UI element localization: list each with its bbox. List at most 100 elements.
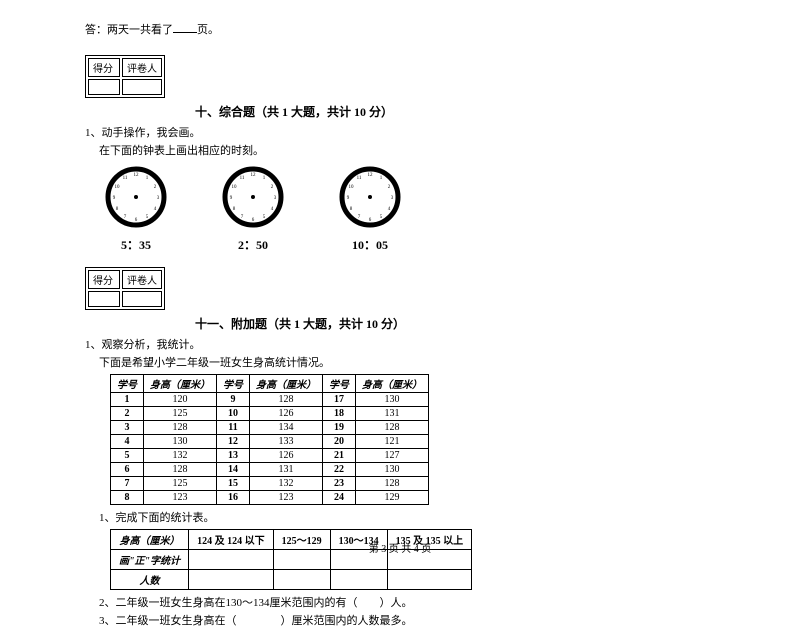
q11-sub1: 1、完成下面的统计表。 bbox=[99, 509, 715, 525]
answer-prefix: 答：两天一共看了 bbox=[85, 24, 173, 36]
table-cell: 2 bbox=[111, 407, 144, 421]
clock-icon: 1212 345 678 91011 bbox=[105, 166, 167, 228]
table-cell: 121 bbox=[356, 435, 429, 449]
table-cell: 128 bbox=[356, 477, 429, 491]
table-cell: 8 bbox=[111, 491, 144, 505]
section-11-title: 十一、附加题（共 1 大题，共计 10 分） bbox=[195, 315, 715, 332]
table-cell: 15 bbox=[217, 477, 250, 491]
q11-sub2: 2、二年级一班女生身高在130～134厘米范围内的有（ ）人。 bbox=[99, 594, 715, 610]
table-cell: 18 bbox=[323, 407, 356, 421]
score-box-2: 得分 评卷人 bbox=[85, 267, 165, 310]
table-cell: 24 bbox=[323, 491, 356, 505]
svg-text:10: 10 bbox=[115, 185, 121, 190]
table-cell: 132 bbox=[250, 477, 323, 491]
table-cell: 7 bbox=[111, 477, 144, 491]
table-cell: 130 bbox=[356, 463, 429, 477]
th-id: 学号 bbox=[111, 375, 144, 393]
table-cell: 5 bbox=[111, 449, 144, 463]
q11-sub3: 3、二年级一班女生身高在（ ）厘米范围内的人数最多。 bbox=[99, 612, 715, 628]
table-cell: 4 bbox=[111, 435, 144, 449]
table-cell: 133 bbox=[250, 435, 323, 449]
table-cell: 128 bbox=[250, 393, 323, 407]
stat-cell[interactable] bbox=[387, 570, 472, 590]
stat-cell[interactable] bbox=[330, 570, 387, 590]
grader-cell[interactable] bbox=[122, 291, 162, 307]
stat-row3-hdr: 人数 bbox=[111, 570, 189, 590]
th-id: 学号 bbox=[323, 375, 356, 393]
stat-cell[interactable] bbox=[189, 570, 274, 590]
th-height: 身高（厘米） bbox=[144, 375, 217, 393]
clock-2: 1212 345 678 91011 2：50 bbox=[222, 166, 284, 253]
table-cell: 131 bbox=[356, 407, 429, 421]
clock-2-label: 2：50 bbox=[238, 236, 268, 253]
table-cell: 129 bbox=[356, 491, 429, 505]
table-cell: 16 bbox=[217, 491, 250, 505]
section-11: 得分 评卷人 十一、附加题（共 1 大题，共计 10 分） 1、观察分析，我统计… bbox=[85, 267, 715, 628]
section-10: 得分 评卷人 十、综合题（共 1 大题，共计 10 分） 1、动手操作，我会画。… bbox=[85, 55, 715, 253]
table-cell: 14 bbox=[217, 463, 250, 477]
answer-suffix: 页。 bbox=[197, 24, 219, 36]
svg-text:11: 11 bbox=[123, 176, 128, 181]
table-cell: 130 bbox=[356, 393, 429, 407]
table-cell: 123 bbox=[250, 491, 323, 505]
table-cell: 19 bbox=[323, 421, 356, 435]
table-cell: 127 bbox=[356, 449, 429, 463]
q10-1-sub: 在下面的钟表上画出相应的时刻。 bbox=[99, 142, 715, 158]
clock-3: 1212 345 678 91011 10：05 bbox=[339, 166, 401, 253]
table-cell: 132 bbox=[144, 449, 217, 463]
q11-1: 1、观察分析，我统计。 bbox=[85, 336, 715, 352]
table-cell: 6 bbox=[111, 463, 144, 477]
table-cell: 21 bbox=[323, 449, 356, 463]
clock-1: 1212 345 678 91011 5：35 bbox=[105, 166, 167, 253]
table-cell: 12 bbox=[217, 435, 250, 449]
answer-line: 答：两天一共看了 页。 bbox=[85, 20, 715, 37]
svg-text:11: 11 bbox=[240, 176, 245, 181]
table-cell: 17 bbox=[323, 393, 356, 407]
table-cell: 3 bbox=[111, 421, 144, 435]
table-cell: 20 bbox=[323, 435, 356, 449]
score-label: 得分 bbox=[88, 58, 120, 77]
clock-icon: 1212 345 678 91011 bbox=[222, 166, 284, 228]
score-cell[interactable] bbox=[88, 291, 120, 307]
clock-3-label: 10：05 bbox=[352, 236, 388, 253]
table-cell: 130 bbox=[144, 435, 217, 449]
svg-text:12: 12 bbox=[134, 173, 140, 178]
table-cell: 134 bbox=[250, 421, 323, 435]
th-height: 身高（厘米） bbox=[356, 375, 429, 393]
table-cell: 131 bbox=[250, 463, 323, 477]
height-data-table: 学号 身高（厘米） 学号 身高（厘米） 学号 身高（厘米） 1120912817… bbox=[110, 374, 429, 505]
score-cell[interactable] bbox=[88, 79, 120, 95]
answer-blank[interactable] bbox=[173, 20, 197, 33]
clock-1-label: 5：35 bbox=[121, 236, 151, 253]
q11-1-sub: 下面是希望小学二年级一班女生身高统计情况。 bbox=[99, 354, 715, 370]
table-cell: 125 bbox=[144, 477, 217, 491]
th-height: 身高（厘米） bbox=[250, 375, 323, 393]
table-cell: 13 bbox=[217, 449, 250, 463]
svg-text:12: 12 bbox=[251, 173, 257, 178]
th-id: 学号 bbox=[217, 375, 250, 393]
table-cell: 128 bbox=[356, 421, 429, 435]
table-cell: 1 bbox=[111, 393, 144, 407]
stat-cell[interactable] bbox=[273, 570, 330, 590]
svg-text:11: 11 bbox=[357, 176, 362, 181]
table-cell: 126 bbox=[250, 407, 323, 421]
score-label: 得分 bbox=[88, 270, 120, 289]
table-cell: 128 bbox=[144, 421, 217, 435]
stat-table: 身高（厘米） 124 及 124 以下 125～129 130～134 135 … bbox=[110, 529, 472, 590]
grader-label: 评卷人 bbox=[122, 58, 162, 77]
section-10-title: 十、综合题（共 1 大题，共计 10 分） bbox=[195, 103, 715, 120]
table-cell: 120 bbox=[144, 393, 217, 407]
grader-cell[interactable] bbox=[122, 79, 162, 95]
table-cell: 128 bbox=[144, 463, 217, 477]
table-cell: 9 bbox=[217, 393, 250, 407]
score-box: 得分 评卷人 bbox=[85, 55, 165, 98]
grader-label: 评卷人 bbox=[122, 270, 162, 289]
table-cell: 10 bbox=[217, 407, 250, 421]
table-cell: 23 bbox=[323, 477, 356, 491]
page-footer: 第 3 页 共 4 页 bbox=[0, 540, 800, 555]
svg-text:10: 10 bbox=[232, 185, 238, 190]
svg-text:10: 10 bbox=[349, 185, 355, 190]
svg-text:12: 12 bbox=[368, 173, 374, 178]
q10-1: 1、动手操作，我会画。 bbox=[85, 124, 715, 140]
table-cell: 126 bbox=[250, 449, 323, 463]
